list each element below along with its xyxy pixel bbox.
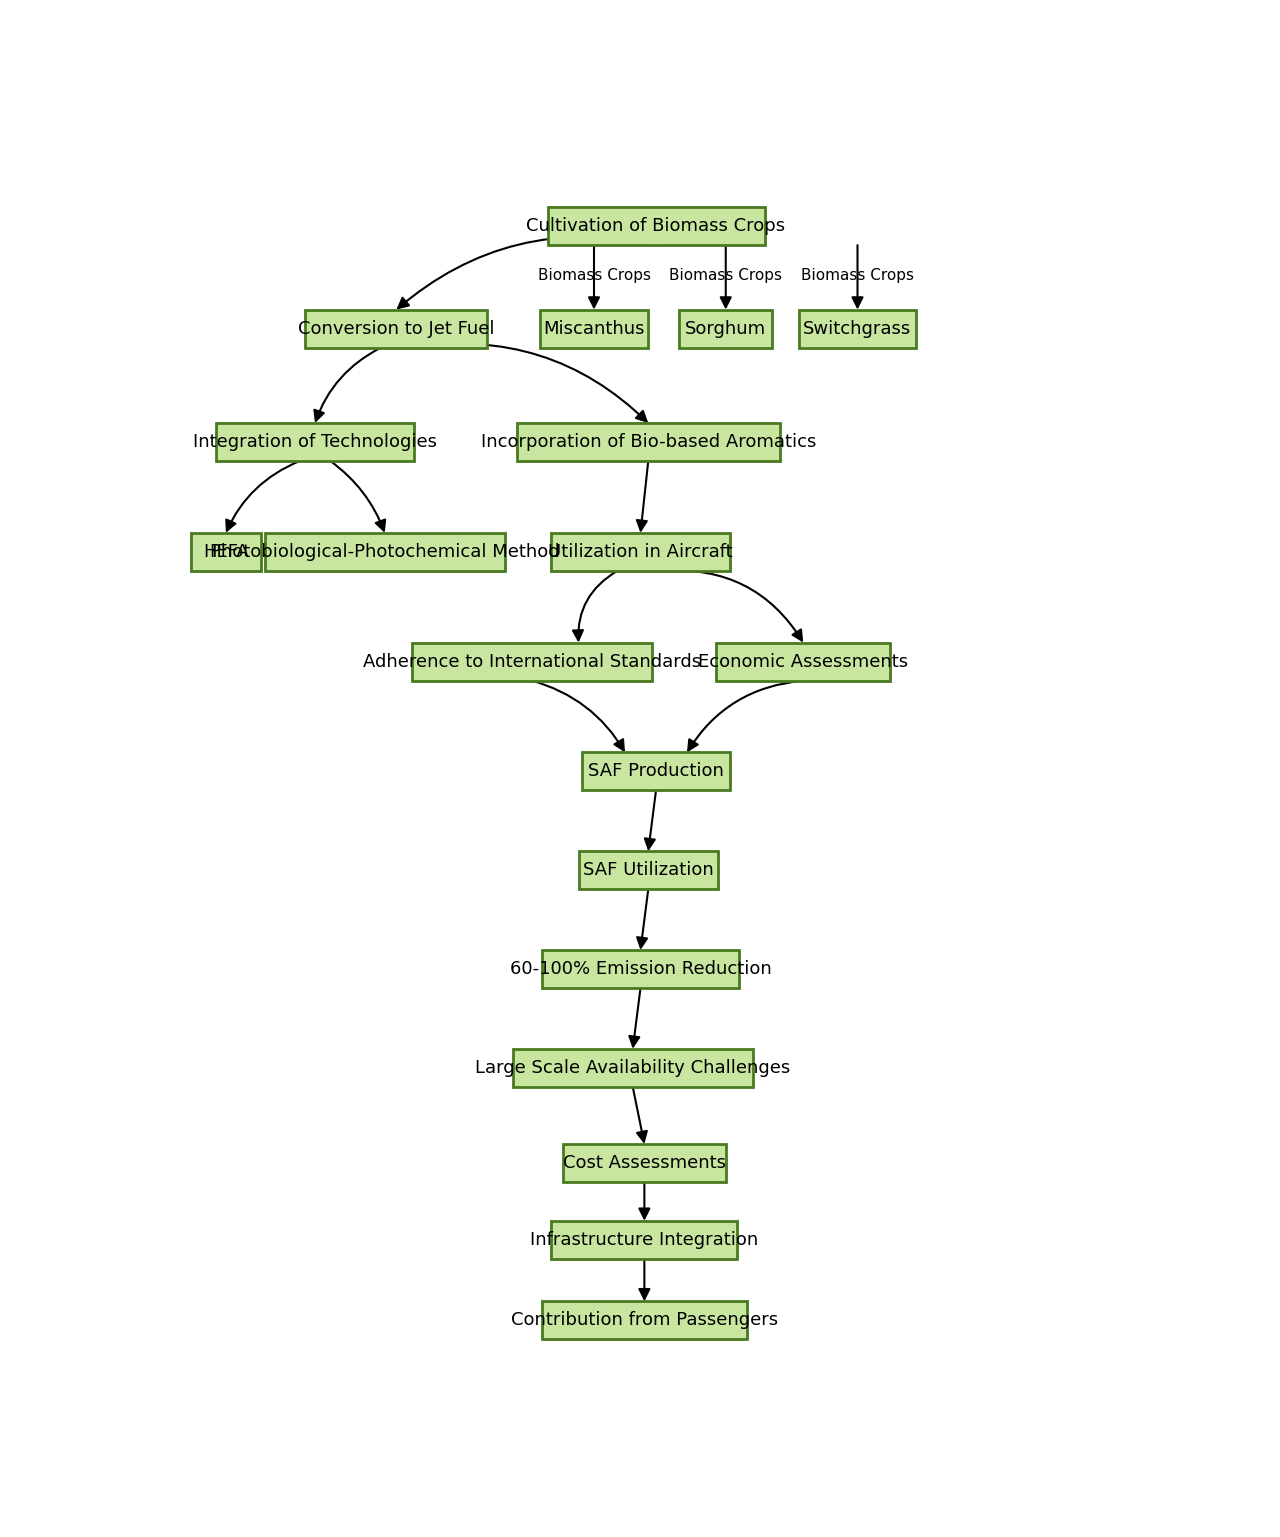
Text: SAF Utilization: SAF Utilization bbox=[582, 861, 714, 879]
FancyBboxPatch shape bbox=[548, 207, 764, 246]
Text: HEFA: HEFA bbox=[204, 543, 248, 561]
Text: Contribution from Passengers: Contribution from Passengers bbox=[511, 1311, 778, 1330]
Text: Integration of Technologies: Integration of Technologies bbox=[193, 433, 436, 450]
Text: Cost Assessments: Cost Assessments bbox=[563, 1154, 726, 1173]
FancyBboxPatch shape bbox=[306, 309, 488, 347]
FancyBboxPatch shape bbox=[716, 642, 891, 681]
Text: SAF Production: SAF Production bbox=[588, 762, 724, 781]
Text: Economic Assessments: Economic Assessments bbox=[698, 653, 909, 670]
FancyBboxPatch shape bbox=[552, 533, 730, 570]
Text: Biomass Crops: Biomass Crops bbox=[538, 267, 650, 283]
FancyBboxPatch shape bbox=[265, 533, 504, 570]
FancyBboxPatch shape bbox=[800, 309, 915, 347]
Text: Photobiological-Photochemical Method: Photobiological-Photochemical Method bbox=[210, 543, 559, 561]
FancyBboxPatch shape bbox=[216, 423, 413, 461]
Text: Switchgrass: Switchgrass bbox=[804, 320, 911, 338]
FancyBboxPatch shape bbox=[191, 533, 261, 570]
FancyBboxPatch shape bbox=[412, 642, 652, 681]
FancyBboxPatch shape bbox=[563, 1144, 726, 1182]
Text: 60-100% Emission Reduction: 60-100% Emission Reduction bbox=[509, 961, 772, 978]
FancyBboxPatch shape bbox=[552, 1220, 737, 1259]
FancyBboxPatch shape bbox=[512, 1048, 753, 1087]
Text: Conversion to Jet Fuel: Conversion to Jet Fuel bbox=[298, 320, 494, 338]
FancyBboxPatch shape bbox=[517, 423, 780, 461]
FancyBboxPatch shape bbox=[541, 950, 740, 988]
FancyBboxPatch shape bbox=[579, 851, 718, 890]
Text: Infrastructure Integration: Infrastructure Integration bbox=[530, 1231, 759, 1250]
Text: Large Scale Availability Challenges: Large Scale Availability Challenges bbox=[475, 1059, 790, 1077]
Text: Sorghum: Sorghum bbox=[685, 320, 767, 338]
Text: Biomass Crops: Biomass Crops bbox=[669, 267, 782, 283]
Text: Utilization in Aircraft: Utilization in Aircraft bbox=[548, 543, 733, 561]
FancyBboxPatch shape bbox=[541, 1302, 748, 1339]
Text: Adherence to International Standards: Adherence to International Standards bbox=[364, 653, 701, 670]
FancyBboxPatch shape bbox=[582, 753, 730, 790]
FancyBboxPatch shape bbox=[680, 309, 772, 347]
Text: Miscanthus: Miscanthus bbox=[543, 320, 645, 338]
Text: Biomass Crops: Biomass Crops bbox=[801, 267, 914, 283]
Text: Incorporation of Bio-based Aromatics: Incorporation of Bio-based Aromatics bbox=[480, 433, 815, 450]
Text: Cultivation of Biomass Crops: Cultivation of Biomass Crops bbox=[526, 217, 786, 235]
FancyBboxPatch shape bbox=[540, 309, 648, 347]
